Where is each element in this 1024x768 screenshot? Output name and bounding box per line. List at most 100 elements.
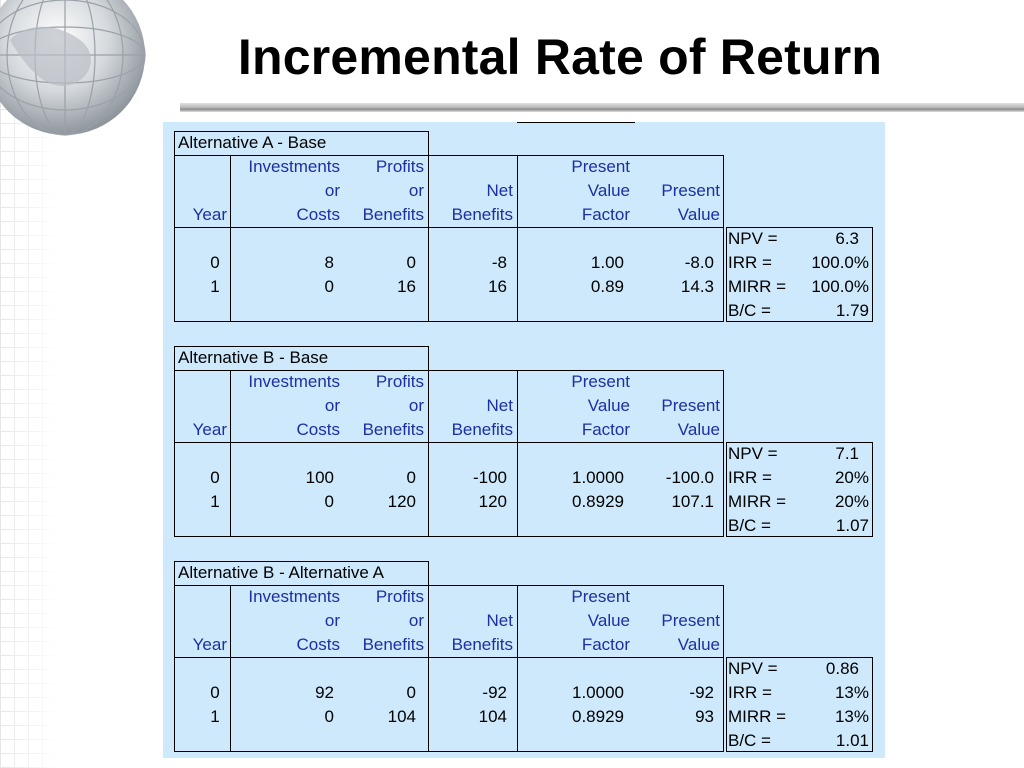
- table-name: Alternative A - Base: [178, 133, 327, 152]
- header-net-2: Benefits: [451, 205, 513, 224]
- metric-mirr-value: 100.0%: [811, 277, 869, 296]
- col-divider: [230, 585, 231, 751]
- table-alternative-a-base: Alternative A - Base Year Investments or…: [174, 131, 874, 331]
- metric-npv-value: 7.1: [835, 444, 859, 463]
- header-investments-1: Investments: [248, 157, 340, 176]
- header-pvf-1: Present: [571, 372, 630, 391]
- header-pvf-2: Value: [587, 611, 630, 630]
- col-divider: [517, 370, 518, 536]
- data-box: [174, 442, 724, 537]
- header-profits-3: Benefits: [362, 420, 424, 439]
- metric-bc-value: 1.79: [835, 301, 869, 320]
- data-box: [174, 657, 724, 752]
- header-net-2: Benefits: [451, 635, 513, 654]
- metrics-box: [726, 442, 873, 537]
- metric-bc-value: 1.01: [835, 731, 869, 750]
- header-profits-1: Profits: [375, 587, 424, 606]
- col-divider: [428, 370, 429, 536]
- sheet-top-line: [517, 122, 635, 123]
- header-year: Year: [192, 205, 227, 224]
- metric-irr-label: IRR =: [728, 683, 772, 702]
- cell-investments: 100: [305, 468, 334, 487]
- metric-npv-value: 6.3: [835, 229, 859, 248]
- table-alternative-b-base: Alternative B - Base Year Investments or…: [174, 346, 874, 546]
- header-year: Year: [192, 635, 227, 654]
- table-name: Alternative B - Alternative A: [178, 563, 384, 582]
- cell-pvf: 0.8929: [572, 707, 624, 726]
- cell-year: 1: [210, 707, 220, 726]
- header-investments-2: or: [324, 181, 340, 200]
- metric-mirr-label: MIRR =: [728, 277, 787, 296]
- header-investments-3: Costs: [296, 420, 340, 439]
- cell-pvf: 0.89: [590, 277, 624, 296]
- cell-investments: 0: [324, 277, 334, 296]
- metric-irr-label: IRR =: [728, 253, 772, 272]
- title-divider: [180, 103, 1024, 112]
- col-divider: [517, 155, 518, 321]
- cell-net: 104: [478, 707, 507, 726]
- cell-pvf: 1.0000: [572, 683, 624, 702]
- header-profits-2: or: [408, 396, 424, 415]
- header-profits-2: or: [408, 181, 424, 200]
- cell-year: 1: [210, 277, 220, 296]
- cell-profits: 0: [406, 683, 416, 702]
- data-box: [174, 227, 724, 322]
- cell-pvf: 1.00: [590, 253, 624, 272]
- metric-npv-label: NPV =: [728, 659, 778, 678]
- metric-irr-value: 20%: [834, 468, 869, 487]
- cell-year: 0: [210, 683, 220, 702]
- cell-pv: -100.0: [665, 468, 714, 487]
- header-pvf-3: Factor: [581, 420, 630, 439]
- globe-icon: [0, 0, 146, 136]
- header-investments-1: Investments: [248, 587, 340, 606]
- col-divider: [428, 585, 429, 751]
- cell-profits: 16: [397, 277, 416, 296]
- header-pv-1: Present: [661, 181, 720, 200]
- cell-profits: 120: [387, 492, 416, 511]
- metric-bc-label: B/C =: [728, 516, 771, 535]
- cell-investments: 0: [324, 707, 334, 726]
- header-profits-1: Profits: [375, 157, 424, 176]
- header-profits-2: or: [408, 611, 424, 630]
- cell-investments: 0: [324, 492, 334, 511]
- cell-net: -8: [491, 253, 507, 272]
- header-pv-2: Value: [677, 635, 720, 654]
- cell-net: 16: [488, 277, 507, 296]
- cell-year: 1: [210, 492, 220, 511]
- header-net-1: Net: [486, 181, 513, 200]
- header-pvf-2: Value: [587, 181, 630, 200]
- metric-irr-label: IRR =: [728, 468, 772, 487]
- header-pvf-2: Value: [587, 396, 630, 415]
- metric-mirr-value: 20%: [834, 492, 869, 511]
- col-divider: [428, 155, 429, 321]
- header-pv-2: Value: [677, 420, 720, 439]
- col-divider: [230, 155, 231, 321]
- cell-year: 0: [210, 468, 220, 487]
- page-title: Incremental Rate of Return: [237, 29, 883, 85]
- metric-mirr-value: 13%: [834, 707, 869, 726]
- header-pvf-1: Present: [571, 157, 630, 176]
- metric-irr-value: 13%: [834, 683, 869, 702]
- spreadsheet-area: [163, 122, 885, 758]
- cell-profits: 0: [406, 468, 416, 487]
- cell-pv: -8.0: [684, 253, 714, 272]
- metric-bc-value: 1.07: [835, 516, 869, 535]
- header-profits-1: Profits: [375, 372, 424, 391]
- header-investments-2: or: [324, 611, 340, 630]
- table-name: Alternative B - Base: [178, 348, 329, 367]
- header-investments-1: Investments: [248, 372, 340, 391]
- metric-irr-value: 100.0%: [811, 253, 869, 272]
- header-year: Year: [192, 420, 227, 439]
- header-investments-2: or: [324, 396, 340, 415]
- header-net-1: Net: [486, 611, 513, 630]
- header-pvf-1: Present: [571, 587, 630, 606]
- cell-investments: 92: [315, 683, 334, 702]
- metrics-box: [726, 657, 873, 752]
- cell-investments: 8: [324, 253, 334, 272]
- metric-bc-label: B/C =: [728, 301, 771, 320]
- table-alternative-b-minus-a: Alternative B - Alternative A Year Inves…: [174, 561, 874, 761]
- header-pv-1: Present: [661, 611, 720, 630]
- header-pv-1: Present: [661, 396, 720, 415]
- metric-npv-value: 0.86: [825, 659, 859, 678]
- cell-pvf: 0.8929: [572, 492, 624, 511]
